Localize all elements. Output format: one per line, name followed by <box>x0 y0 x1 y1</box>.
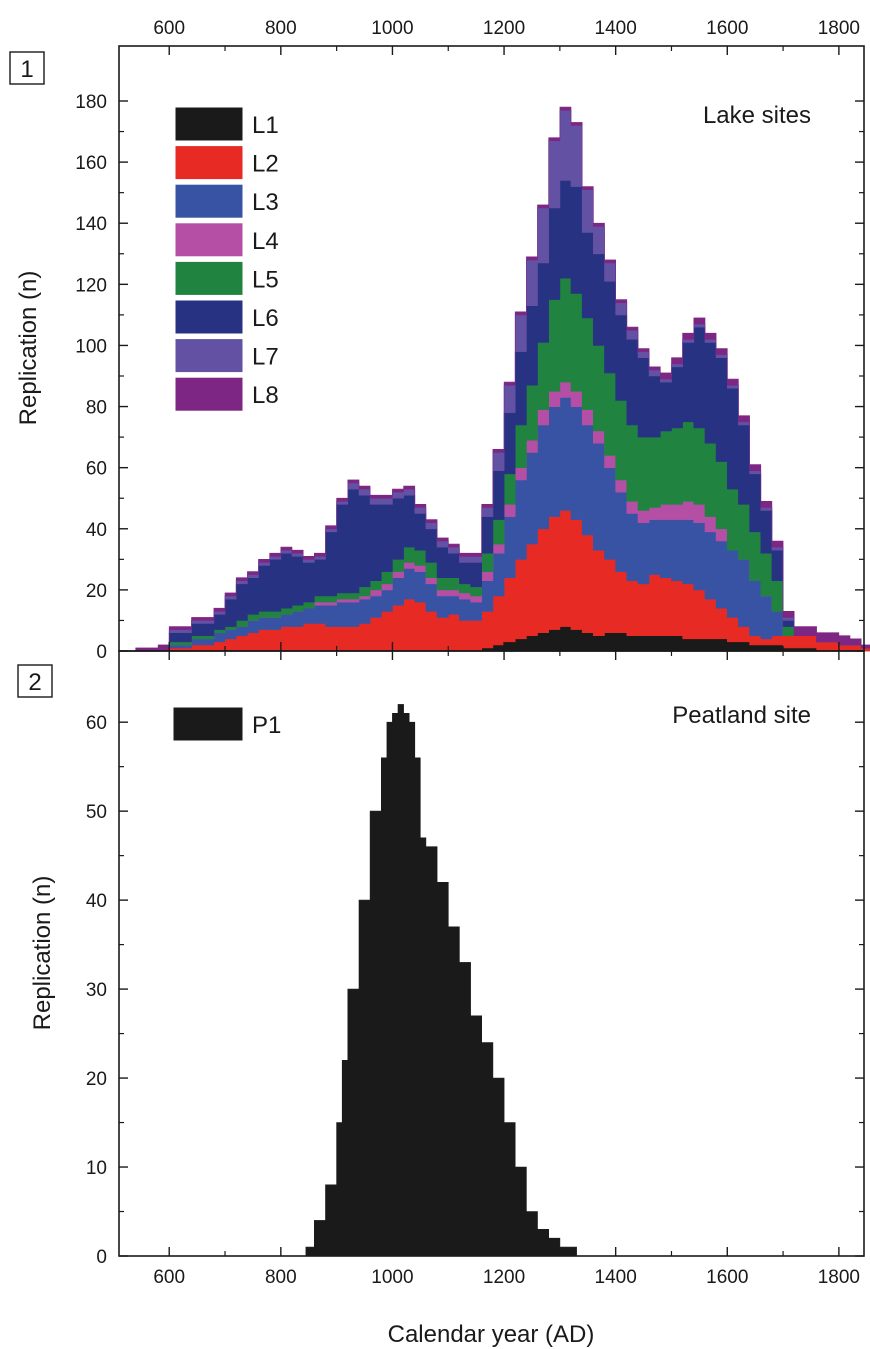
y-tick-label: 40 <box>86 520 107 541</box>
y-tick-label: 100 <box>75 336 107 357</box>
x-tick-label: 1200 <box>483 1267 525 1288</box>
y-tick-label: 60 <box>86 713 107 734</box>
x-tick-label: 600 <box>153 1267 185 1288</box>
y-tick-label: 80 <box>86 398 107 419</box>
y-tick-label: 120 <box>75 275 107 296</box>
legend-swatch-p1 <box>172 706 244 742</box>
top-x-tick-label: 1800 <box>818 18 860 39</box>
legend-swatch-l8 <box>174 376 244 412</box>
peatland-site-y-axis-title: Replication (n) <box>29 876 56 1031</box>
peatland-site-panel: 600 800 1000 1200 1400 1600 18000102030405060 … <box>17 650 865 1348</box>
y-tick-label: 180 <box>75 92 107 113</box>
legend-label-l1: L1 <box>252 112 279 139</box>
lake-sites-stacked-areas <box>135 106 870 652</box>
x-tick-label: 1400 <box>595 1267 637 1288</box>
peatland-site-axes: 600 800 1000 1200 1400 1600 1800 0 10 20 30 40 50 60 <box>86 651 864 1288</box>
legend-swatch-l5 <box>174 260 244 296</box>
legend-label-p1: P1 <box>252 712 281 739</box>
panel-1-id-box <box>9 51 45 85</box>
y-tick-label: 10 <box>86 1158 107 1179</box>
top-x-tick-label: 1600 <box>706 18 748 39</box>
legend-label-l4: L4 <box>252 228 279 255</box>
y-tick-label: 20 <box>86 1069 107 1090</box>
top-x-tick-label: 1000 <box>371 18 413 39</box>
lake-sites-legend: L1 L2 L3 L4 L5 L6 L7 L8 <box>174 106 279 412</box>
peatland-site-legend: P1 <box>172 706 281 742</box>
y-tick-label: 40 <box>86 891 107 912</box>
x-tick-label: 1800 <box>818 1267 860 1288</box>
legend-label-l2: L2 <box>252 151 279 178</box>
top-x-tick-label: 600 <box>153 18 185 39</box>
legend-label-l6: L6 <box>252 305 279 332</box>
top-x-tick-label: 1200 <box>483 18 525 39</box>
x-tick-label: 1600 <box>706 1267 748 1288</box>
legend-swatch-l1 <box>174 106 244 142</box>
y-tick-label: 50 <box>86 802 107 823</box>
y-tick-label: 60 <box>86 459 107 480</box>
x-tick-label: 800 <box>265 1267 297 1288</box>
x-tick-label: 1000 <box>371 1267 413 1288</box>
y-tick-label: 20 <box>86 581 107 602</box>
peatland-site-plot-frame <box>118 650 865 1257</box>
lake-sites-title: Lake sites <box>703 102 811 129</box>
legend-swatch-l3 <box>174 183 244 219</box>
y-tick-label: 160 <box>75 153 107 174</box>
lake-sites-y-axis-title: Replication (n) <box>15 271 42 426</box>
y-tick-label: 30 <box>86 980 107 1001</box>
legend-label-l8: L8 <box>252 382 279 409</box>
peatland-site-title: Peatland site <box>672 702 811 729</box>
legend-label-l3: L3 <box>252 189 279 216</box>
legend-label-l7: L7 <box>252 344 279 371</box>
top-x-tick-label: 800 <box>265 18 297 39</box>
legend-swatch-l6 <box>174 299 244 335</box>
top-x-axis: 600 800 1000 1200 1400 1600 1800 <box>153 18 860 39</box>
panel-2-id-box <box>17 664 53 698</box>
legend-swatch-l4 <box>174 222 244 258</box>
x-axis-title: Calendar year (AD) <box>388 1321 595 1348</box>
panel-1-id: 1 <box>20 56 33 83</box>
legend-swatch-l2 <box>174 145 244 181</box>
legend-swatch-l7 <box>174 338 244 374</box>
y-tick-label: 0 <box>96 642 107 663</box>
legend-label-l5: L5 <box>252 266 279 293</box>
panel-2-id: 2 <box>28 669 41 696</box>
top-x-tick-label: 1400 <box>595 18 637 39</box>
y-tick-label: 140 <box>75 214 107 235</box>
series-area-l8 <box>135 106 870 652</box>
y-tick-label: 0 <box>96 1247 107 1268</box>
